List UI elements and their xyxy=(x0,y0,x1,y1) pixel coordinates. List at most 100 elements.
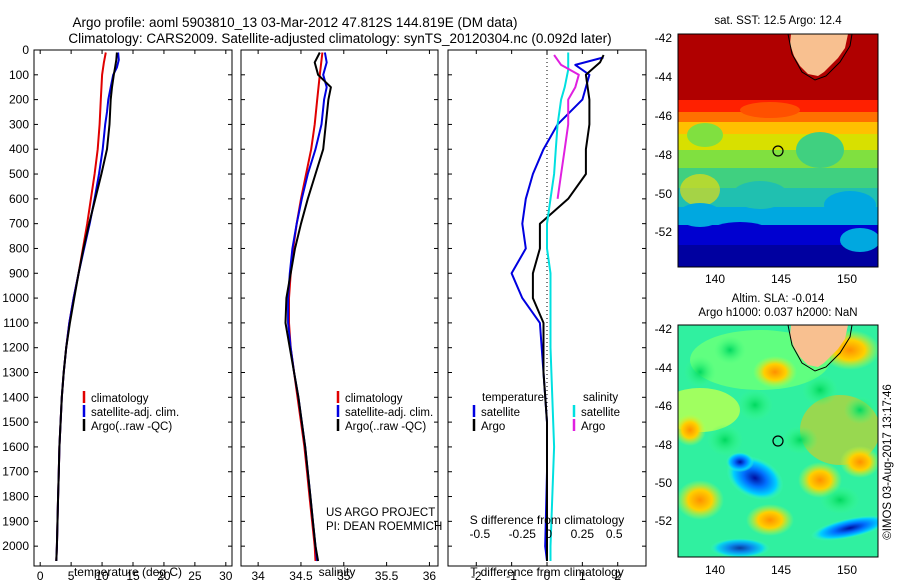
sla-ytick-label: -50 xyxy=(655,476,673,490)
sla-ytick-label: -46 xyxy=(655,399,673,413)
s-diff-tick-label: 0 xyxy=(545,527,552,541)
legend-label-s-argo: Argo xyxy=(581,421,605,433)
legend-label-argo: Argo(..raw -QC) xyxy=(345,421,426,433)
depth-tick-label: 400 xyxy=(9,142,29,156)
temperature-plot xyxy=(55,52,120,562)
s-diff-tick-label: 0.25 xyxy=(571,527,595,541)
x-tick-label: 5 xyxy=(68,569,75,580)
depth-axis: 0 100 200 300 400 500 600 700 800 900 1000 1100 1200… xyxy=(2,43,29,553)
x-tick-label: 15 xyxy=(126,569,140,580)
sst-map-title: sat. SST: 12.5 Argo: 12.4 xyxy=(714,15,842,27)
x-tick-label: 0 xyxy=(544,569,551,580)
depth-tick-label: 1400 xyxy=(2,390,29,404)
sla-ytick-label: -48 xyxy=(655,438,673,452)
sst-xtick-label: 150 xyxy=(837,272,857,286)
depth-tick-label: 700 xyxy=(9,217,29,231)
s-diff-tick-label: -0.5 xyxy=(469,527,490,541)
depth-tick-label: 1800 xyxy=(2,490,29,504)
sla-ytick-label: -42 xyxy=(655,322,673,336)
project-annotation-line1: US ARGO PROJECT xyxy=(326,507,435,519)
temperature-panel xyxy=(33,49,233,567)
series-line xyxy=(546,52,570,561)
x-tick-label: 25 xyxy=(188,569,202,580)
legend-title-temperature: temperature xyxy=(482,392,544,404)
legend-label-t-argo: Argo xyxy=(481,421,505,433)
sla-map-title1: Altim. SLA: -0.014 xyxy=(732,293,825,305)
depth-tick-label: 100 xyxy=(9,68,29,82)
depth-tick-label: 0 xyxy=(22,43,29,57)
x-tick-label: 35.5 xyxy=(375,569,399,580)
sla-map-title2: Argo h1000: 0.037 h2000: NaN xyxy=(698,307,857,319)
x-tick-label: 30 xyxy=(219,569,233,580)
series-line xyxy=(553,54,580,199)
sst-ytick-label: -52 xyxy=(655,225,673,239)
sst-ytick-label: -50 xyxy=(655,187,673,201)
project-annotation-line2: PI: DEAN ROEMMICH xyxy=(326,521,442,533)
x-tick-label: 1 xyxy=(579,569,586,580)
depth-tick-label: 1200 xyxy=(2,341,29,355)
x-tick-label: 2 xyxy=(614,569,621,580)
x-tick-label: 10 xyxy=(95,569,109,580)
temperature-xlabel: temperature (deg C) xyxy=(74,565,182,579)
sst-ytick-label: -48 xyxy=(655,148,673,162)
depth-tick-label: 2000 xyxy=(2,539,29,553)
sla-ytick-label: -52 xyxy=(655,514,673,528)
depth-tick-label: 1100 xyxy=(3,316,29,330)
x-tick-label: 20 xyxy=(157,569,171,580)
x-tick-label: -2 xyxy=(471,569,482,580)
legend-label-argo: Argo(..raw -QC) xyxy=(91,421,172,433)
legend-title-salinity: salinity xyxy=(583,392,618,404)
salinity-xlabel: salinity xyxy=(319,565,356,579)
sst-map xyxy=(678,34,878,267)
sst-ytick-label: -42 xyxy=(655,31,673,45)
series-line xyxy=(531,54,605,561)
salinity-legend: climatology satellite-adj. clim. Argo(..… xyxy=(326,391,442,533)
sla-xtick-label: 145 xyxy=(771,563,791,577)
depth-tick-label: 1700 xyxy=(2,465,29,479)
sla-map-axes: -42 -44 -46 -48 -50 -52 140 145 150 xyxy=(655,322,858,577)
sla-ytick-label: -44 xyxy=(655,361,673,375)
s-difference-xlabel: S difference from climatology xyxy=(470,513,625,527)
x-tick-label: 34.5 xyxy=(289,569,313,580)
float-location-marker xyxy=(772,145,784,157)
legend-label-s-satellite: satellite xyxy=(581,407,620,419)
s-diff-tick-label: -0.25 xyxy=(509,527,537,541)
depth-tick-label: 500 xyxy=(9,167,29,181)
sla-xtick-label: 140 xyxy=(705,563,725,577)
sst-xtick-label: 140 xyxy=(705,272,725,286)
depth-tick-label: 200 xyxy=(9,93,29,107)
temperature-legend: climatology satellite-adj. clim. Argo(..… xyxy=(82,391,179,433)
difference-plot xyxy=(510,50,605,566)
legend-label-satellite: satellite-adj. clim. xyxy=(91,407,179,419)
series-line xyxy=(284,52,332,562)
axis-ticks: 0 5 10 15 20 25 30 34 34.5 35 35.5 36 -2 -1 0 1 2 -0.5 -0.… xyxy=(34,49,646,580)
imos-credit: ©IMOS 03-Aug-2017 13:17:46 xyxy=(882,384,894,540)
t-difference-xlabel: T difference from climatology xyxy=(470,565,624,579)
series-line xyxy=(55,52,118,562)
legend-label-satellite: satellite-adj. clim. xyxy=(345,407,433,419)
salinity-plot xyxy=(284,52,332,562)
sst-ytick-label: -46 xyxy=(655,109,673,123)
depth-tick-label: 1900 xyxy=(2,514,29,528)
salinity-panel xyxy=(240,49,439,567)
sla-map-frame xyxy=(677,324,879,558)
sla-xtick-label: 150 xyxy=(837,563,857,577)
float-location-marker xyxy=(772,435,784,447)
x-tick-label: 36 xyxy=(423,569,437,580)
sst-map-frame xyxy=(677,33,879,268)
depth-tick-label: 900 xyxy=(9,266,29,280)
sst-xtick-label: 145 xyxy=(771,272,791,286)
depth-tick-label: 1300 xyxy=(2,366,29,380)
x-tick-label: -1 xyxy=(506,569,517,580)
header-line1: Argo profile: aoml 5903810_13 03-Mar-201… xyxy=(72,15,517,30)
x-tick-label: 35 xyxy=(337,569,351,580)
s-diff-tick-label: 0.5 xyxy=(606,527,623,541)
depth-tick-label: 800 xyxy=(9,241,29,255)
legend-label-climatology: climatology xyxy=(345,393,403,405)
x-tick-label: 34 xyxy=(251,569,265,580)
legend-label-t-satellite: satellite xyxy=(481,407,520,419)
sla-map xyxy=(678,325,878,557)
difference-legend: temperature satellite Argo salinity sate… xyxy=(472,392,620,433)
legend-label-climatology: climatology xyxy=(91,393,149,405)
sst-ytick-label: -44 xyxy=(655,70,673,84)
